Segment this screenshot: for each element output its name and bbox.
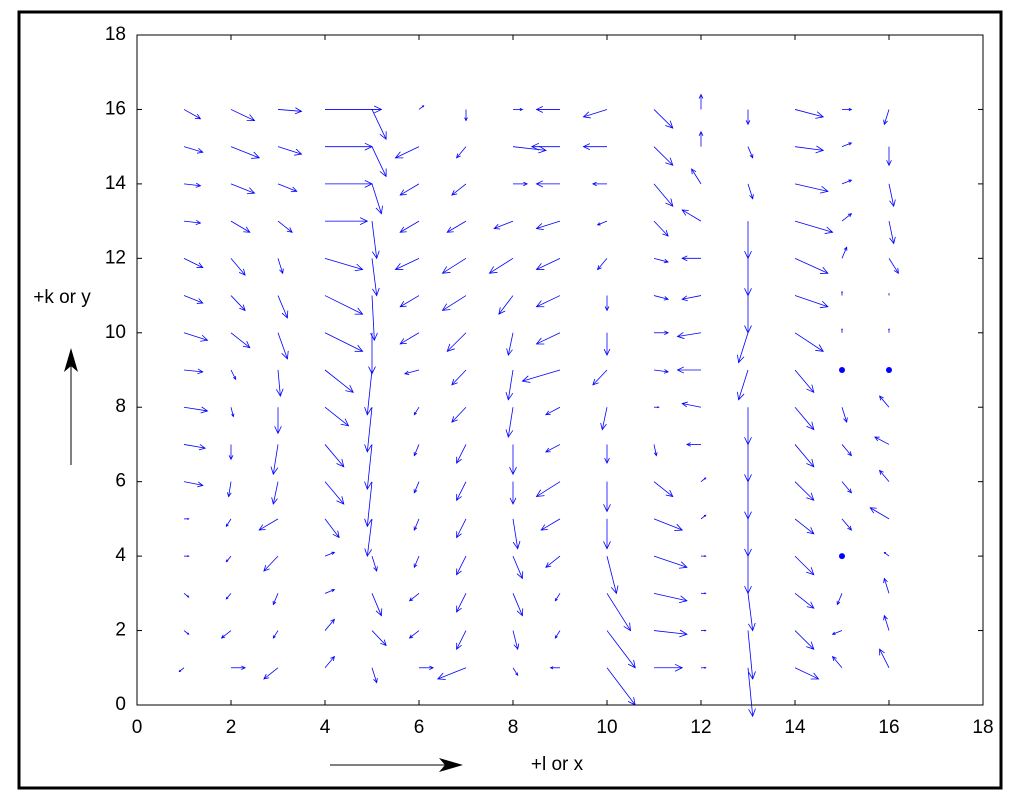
y-tick-label: 18 — [105, 24, 126, 45]
y-tick-label: 12 — [105, 247, 126, 268]
x-tick-label: 18 — [972, 717, 993, 738]
arrow-dot — [839, 367, 845, 373]
y-axis-label: +k or y — [33, 287, 91, 308]
y-tick-label: 2 — [115, 620, 126, 641]
arrow-dot — [839, 553, 845, 559]
y-tick-label: 16 — [105, 98, 126, 119]
x-tick-label: 16 — [878, 717, 899, 738]
arrow — [842, 292, 843, 296]
arrow — [839, 553, 845, 559]
x-tick-label: 4 — [320, 717, 331, 738]
y-tick-label: 8 — [115, 396, 126, 417]
y-tick-label: 10 — [105, 322, 126, 343]
x-tick-label: 14 — [784, 717, 806, 738]
y-tick-label: 6 — [115, 471, 126, 492]
y-tick-label: 4 — [115, 545, 126, 566]
y-tick-label: 14 — [105, 173, 127, 194]
arrow — [889, 329, 890, 333]
x-tick-label: 0 — [132, 717, 143, 738]
arrow — [886, 367, 892, 373]
arrow-dot — [886, 367, 892, 373]
arrow-head — [889, 329, 890, 330]
x-axis-label: +l or x — [531, 754, 584, 775]
y-tick-label: 0 — [115, 694, 126, 715]
arrow — [839, 367, 845, 373]
x-tick-label: 8 — [508, 717, 519, 738]
arrow-head — [842, 292, 843, 293]
x-tick-label: 12 — [690, 717, 711, 738]
x-tick-label: 2 — [226, 717, 237, 738]
x-tick-label: 10 — [596, 717, 617, 738]
arrow — [842, 329, 843, 333]
x-tick-label: 6 — [414, 717, 425, 738]
arrow-head — [842, 329, 843, 330]
